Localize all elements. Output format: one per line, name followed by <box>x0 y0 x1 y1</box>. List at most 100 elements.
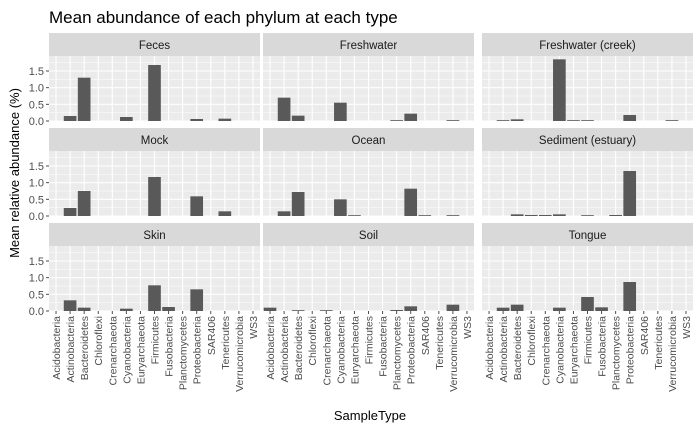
x-tick-label: WS3 <box>248 316 260 339</box>
bar <box>496 120 510 121</box>
x-tick-label: Chloroflexi <box>93 316 105 366</box>
bar <box>63 300 77 311</box>
bar <box>291 310 305 311</box>
bar <box>446 304 460 311</box>
x-tick-label: SAR406 <box>206 316 218 355</box>
x-tick-label: Crenarchaeota <box>540 316 552 386</box>
x-tick-label: Fusobacteria <box>597 316 609 377</box>
bar <box>77 307 91 311</box>
bar <box>190 289 204 311</box>
x-tick-label: Planctomycetes <box>392 316 404 390</box>
facet-label: Feces <box>139 40 171 52</box>
x-tick-label: WS3 <box>462 316 474 339</box>
facet-panel: Ocean <box>263 128 474 217</box>
x-tick-label: Crenarchaeota <box>107 316 119 386</box>
bar <box>162 307 175 311</box>
x-tick-label: Actinobacteria <box>498 316 510 383</box>
bar <box>623 171 637 216</box>
y-tick-label: 0.0 <box>29 211 44 223</box>
bar <box>148 177 161 216</box>
facet-strip <box>49 223 260 246</box>
x-tick-label: Proteobacteria <box>406 316 418 384</box>
bar <box>581 120 594 121</box>
facet-strip <box>49 128 260 151</box>
x-tick-label: Crenarchaeota <box>321 316 333 386</box>
x-tick-label: Verrucomicrobia <box>448 316 460 392</box>
bar <box>510 119 524 121</box>
bar <box>190 119 204 121</box>
x-tick-label: Euryarchaeota <box>568 316 580 384</box>
bar <box>665 120 679 121</box>
x-tick-label: Euryarchaeota <box>135 316 147 384</box>
bar <box>390 120 403 121</box>
y-tick-label: 0.0 <box>29 306 44 318</box>
x-tick-label: Cyanobacteria <box>335 316 347 384</box>
x-tick-label: Planctomycetes <box>178 316 190 390</box>
facet-panel: Tongue Acidobacteria Actinobacteria Bactero… <box>482 223 693 392</box>
bar <box>334 102 347 121</box>
bar <box>446 215 460 216</box>
bar <box>595 307 608 311</box>
x-tick-label: Firmicutes <box>583 316 595 364</box>
x-tick-label: Actinobacteria <box>279 316 291 383</box>
facet-strip <box>49 33 260 56</box>
x-tick-label: SAR406 <box>639 316 651 355</box>
bar <box>291 192 305 216</box>
bar <box>404 113 418 121</box>
x-tick-label: Bacteroidetes <box>79 316 91 380</box>
facet-label: Freshwater (creek) <box>539 40 636 52</box>
bar <box>277 97 291 121</box>
x-tick-label: Fusobacteria <box>164 316 176 377</box>
facet-strip <box>263 223 474 246</box>
y-tick-label: 1.5 <box>29 66 44 78</box>
y-tick-label: 1.5 <box>29 256 44 268</box>
y-tick-label: 1.0 <box>29 178 44 190</box>
bar <box>319 310 333 311</box>
facet-strip <box>263 33 474 56</box>
bar <box>510 304 524 311</box>
x-tick-label: Verrucomicrobia <box>234 316 246 392</box>
facet-panel: Skin 0.0 0.5 1.0 1.5 Acidobacteria Actinobacte… <box>29 223 260 392</box>
chart-title: Mean abundance of each phylum at each ty… <box>49 8 398 27</box>
x-tick-label: Tenericutes <box>434 316 446 370</box>
facet-panel: Freshwater (creek) <box>482 33 693 122</box>
facet-panels: Feces 0.0 0.5 1.0 1.5 Freshwater Freshwater (c… <box>29 33 693 392</box>
bar <box>404 188 418 216</box>
facet-panel: Sediment (estuary) <box>482 128 693 217</box>
bar <box>581 215 594 216</box>
bar <box>263 307 277 311</box>
bar <box>218 118 232 121</box>
x-tick-label: Acidobacteria <box>51 316 63 380</box>
y-tick-label: 1.0 <box>29 83 44 95</box>
facet-panel: Feces 0.0 0.5 1.0 1.5 <box>29 33 260 128</box>
x-tick-label: Euryarchaeota <box>349 316 361 384</box>
bar <box>148 65 161 121</box>
bar <box>553 214 566 216</box>
bar <box>63 116 77 121</box>
bar <box>277 211 291 216</box>
facet-strip <box>482 33 693 56</box>
x-tick-label: Chloroflexi <box>307 316 319 366</box>
bar <box>148 285 161 311</box>
bar <box>623 115 637 121</box>
x-tick-label: Verrucomicrobia <box>667 316 679 392</box>
bar <box>446 120 460 121</box>
bar <box>77 191 91 216</box>
bar <box>510 214 524 216</box>
x-tick-label: Actinobacteria <box>65 316 77 383</box>
x-axis-label: SampleType <box>334 408 406 423</box>
x-tick-label: Proteobacteria <box>192 316 204 384</box>
facet-strip <box>482 128 693 151</box>
x-tick-label: Acidobacteria <box>265 316 277 380</box>
x-tick-label: Firmicutes <box>150 316 162 364</box>
bar <box>63 208 77 216</box>
facet-panel: Soil Acidobacteria Actinobacteria Bacteroid… <box>263 223 474 392</box>
y-tick-label: 1.0 <box>29 273 44 285</box>
bar <box>553 307 566 311</box>
bar <box>418 215 432 216</box>
bar <box>609 215 622 216</box>
bar <box>218 211 232 216</box>
x-tick-label: Firmicutes <box>364 316 376 364</box>
